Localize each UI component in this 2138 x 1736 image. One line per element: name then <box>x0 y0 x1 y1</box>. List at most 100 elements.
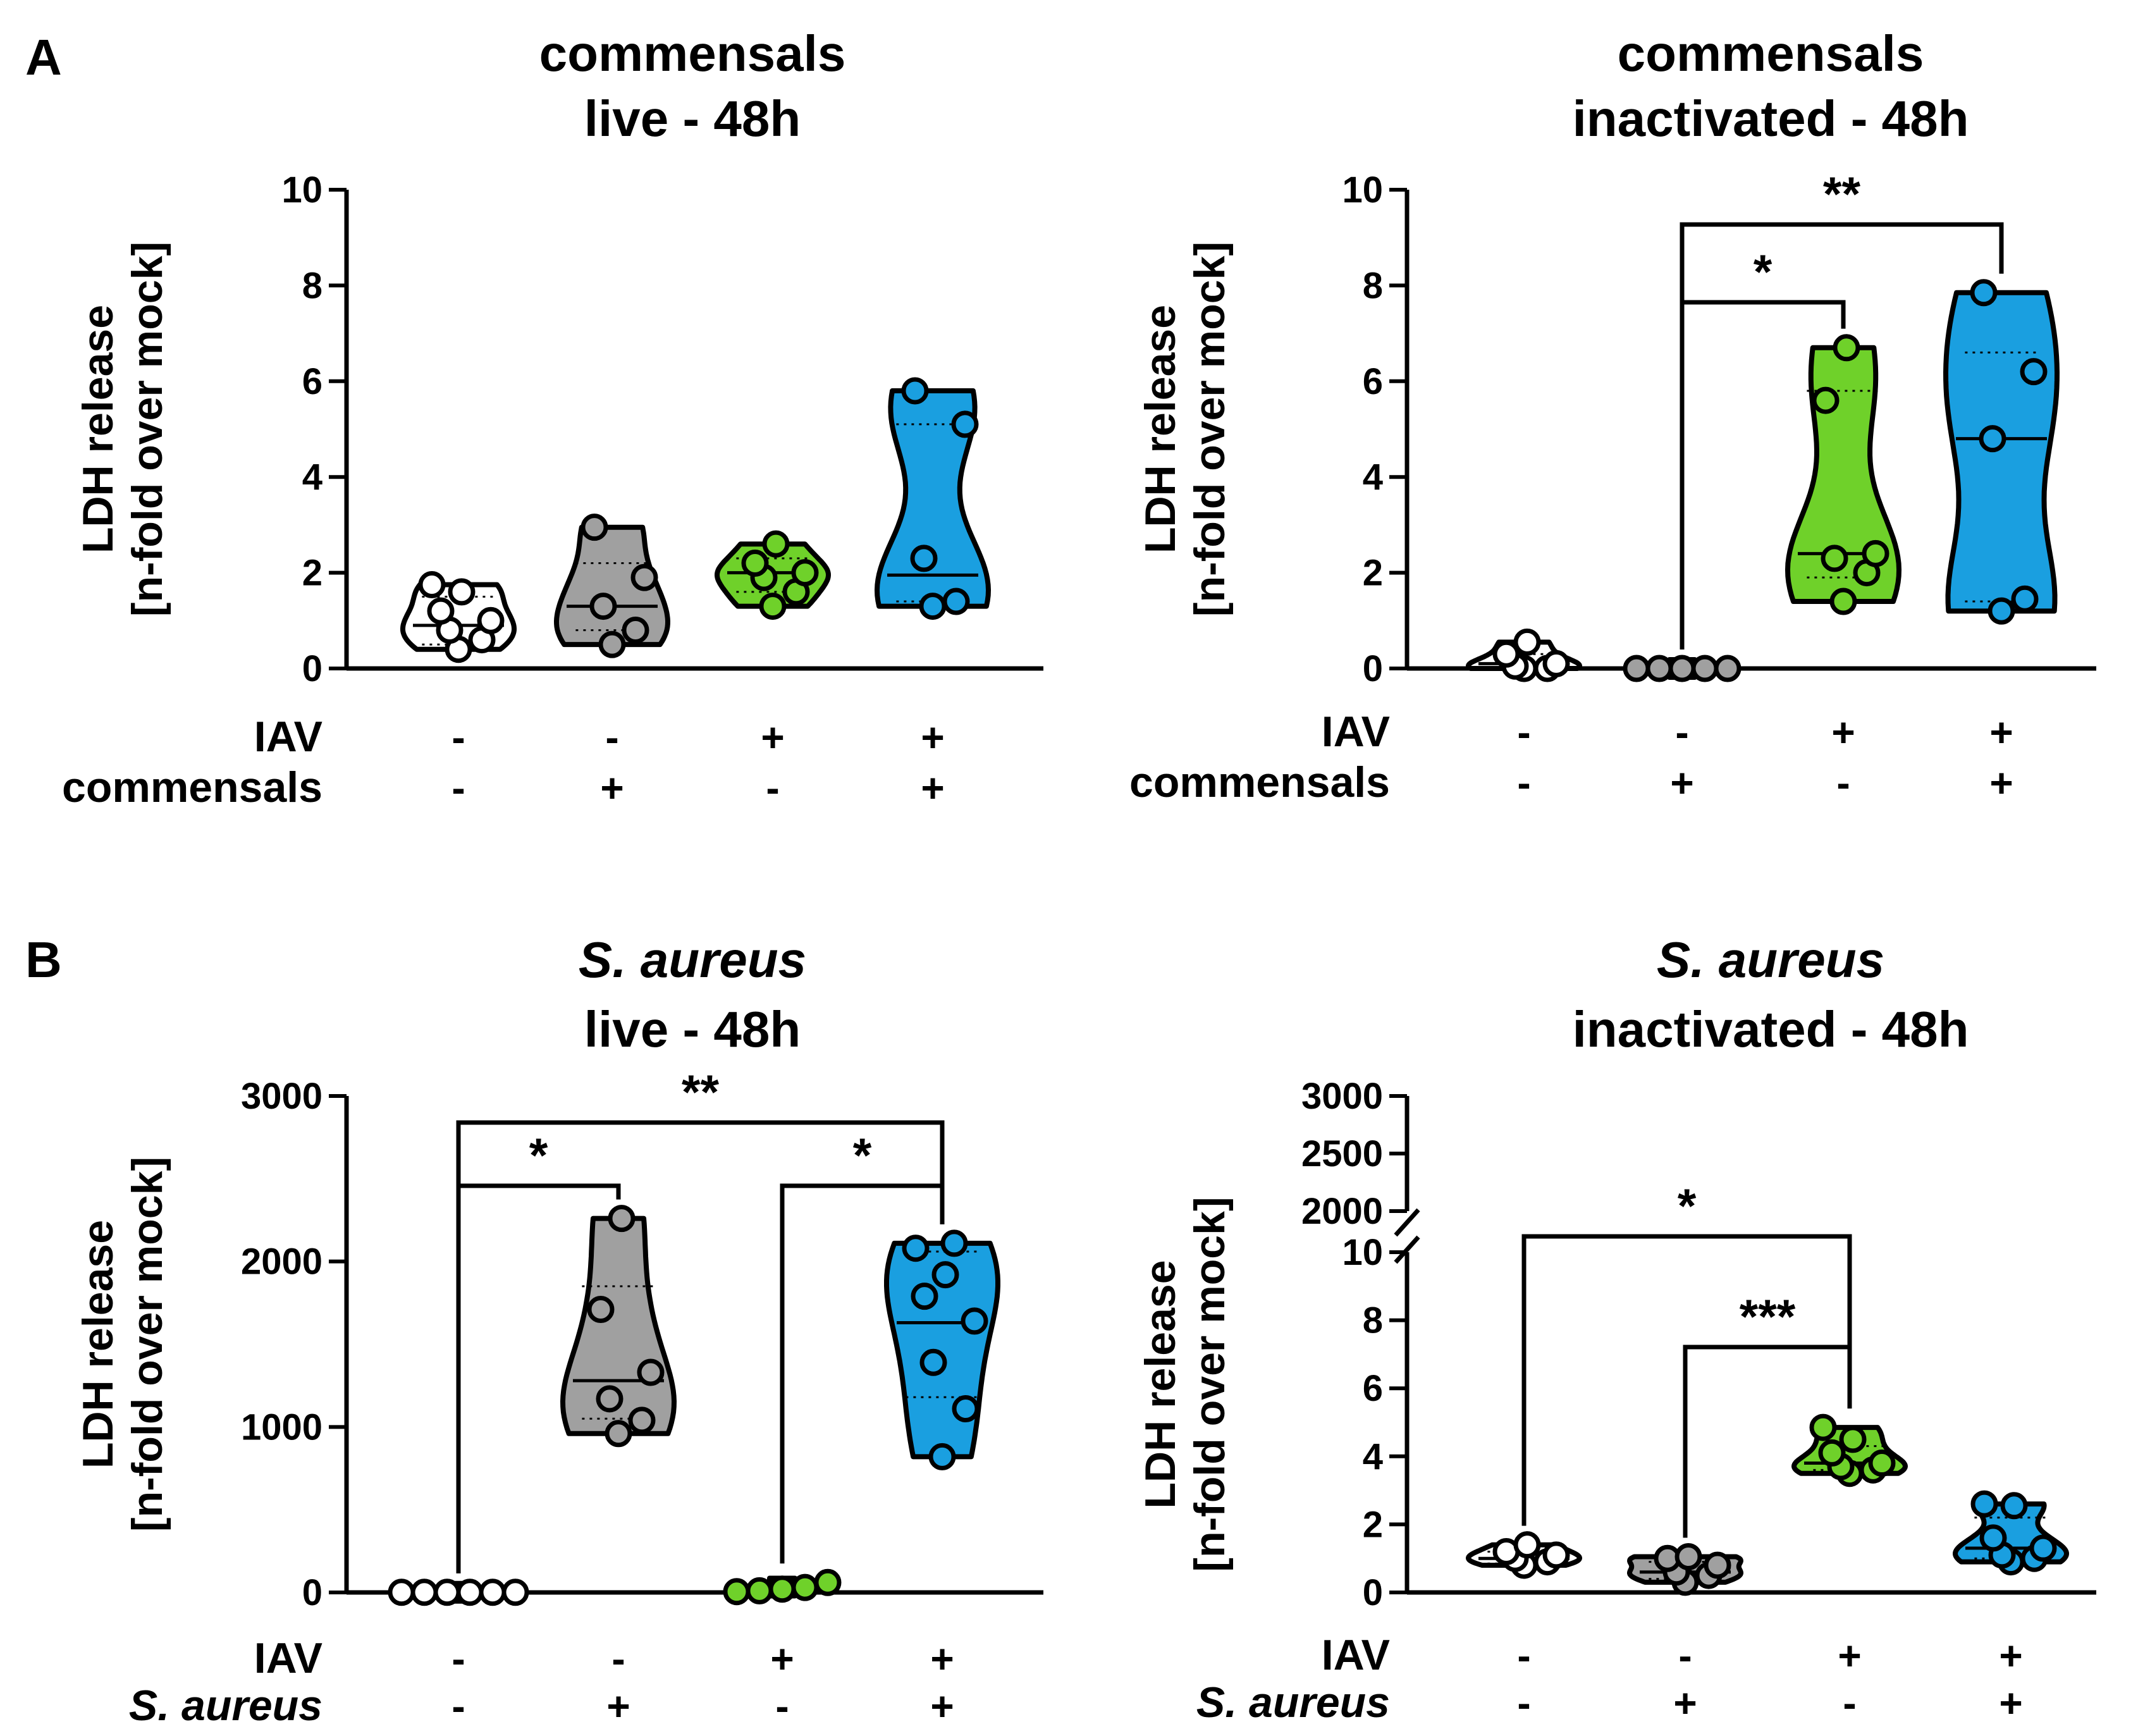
data-point <box>622 616 649 644</box>
y-tick-label: 1000 <box>241 1407 323 1448</box>
bacteria-sign: + <box>921 765 944 811</box>
chart-0: commensals live - 48h LDH release [n-fold o… <box>62 25 1043 811</box>
data-point <box>919 1348 947 1376</box>
data-point <box>1821 545 1848 572</box>
row-label-bacteria: commensals <box>1129 758 1390 806</box>
data-point <box>1668 655 1696 682</box>
y-tick-label: 2000 <box>241 1241 323 1283</box>
data-point <box>762 530 790 558</box>
data-point <box>791 1573 819 1601</box>
data-point <box>723 1578 751 1606</box>
iav-sign: + <box>1831 710 1855 755</box>
violin-both <box>1943 290 2060 614</box>
data-point <box>1812 386 1840 414</box>
chart-title-line-2: inactivated - 48h <box>1573 90 1969 147</box>
y-tick-label: 0 <box>302 1572 323 1613</box>
data-point <box>911 1283 938 1310</box>
y-tick-label: 4 <box>1363 457 1383 498</box>
data-point <box>1839 1425 1867 1453</box>
data-point <box>768 1575 796 1603</box>
data-point <box>2020 358 2048 386</box>
significance-bracket <box>456 1120 945 1573</box>
bacteria-sign: - <box>1836 760 1850 806</box>
chart-title-line-1: S. aureus <box>1657 932 1884 988</box>
bacteria-sign: - <box>1843 1680 1856 1726</box>
y-tick-label: 0 <box>302 648 323 689</box>
iav-sign: - <box>1517 710 1530 755</box>
violin-both <box>875 388 991 609</box>
data-point <box>1542 1541 1570 1569</box>
iav-sign: - <box>452 715 465 760</box>
data-point <box>1714 655 1742 682</box>
y-tick-label-upper: 2500 <box>1301 1133 1383 1174</box>
data-point <box>1704 1551 1731 1579</box>
data-point <box>746 1577 773 1604</box>
chart-2: S. aureus live - 48h LDH release [n-fold ov… <box>74 932 1043 1730</box>
y-axis-label-line-1: LDH release <box>1136 305 1184 553</box>
significance-bracket <box>1680 222 2004 649</box>
data-point <box>1829 588 1857 615</box>
data-point <box>791 559 819 587</box>
iav-sign: + <box>1999 1633 2022 1678</box>
iav-sign: + <box>930 1636 954 1682</box>
data-point <box>596 1385 624 1413</box>
iav-sign: + <box>1838 1633 1861 1678</box>
significance-bracket <box>1521 1234 1852 1526</box>
data-point <box>1513 1531 1541 1559</box>
chart-3: S. aureus inactivated - 48h LDH release [n-… <box>1136 932 2096 1727</box>
data-point <box>501 1579 529 1606</box>
data-point <box>759 593 787 620</box>
data-point <box>942 588 970 615</box>
iav-sign: - <box>452 1636 465 1682</box>
iav-sign: - <box>605 715 618 760</box>
iav-sign: + <box>761 715 784 760</box>
data-point <box>928 1443 956 1470</box>
row-label-iav: IAV <box>1322 1631 1390 1679</box>
data-point <box>814 1568 842 1596</box>
panel-letter-a: A <box>25 29 62 85</box>
data-point <box>2029 1534 2057 1562</box>
panel-letter-b: B <box>25 932 62 988</box>
bacteria-sign: - <box>452 1684 465 1729</box>
data-point <box>1868 1450 1896 1477</box>
data-point <box>448 578 476 606</box>
significance-label: ** <box>1823 168 1861 221</box>
y-axis-label-line-2: [n-fold over mock] <box>123 1157 171 1532</box>
axis-break-mark <box>1394 1235 1420 1264</box>
y-tick-label: 6 <box>1363 1368 1383 1409</box>
y-tick-label: 4 <box>302 457 323 498</box>
y-axis-label-line-1: LDH release <box>74 305 122 553</box>
y-tick-label: 10 <box>1342 1232 1383 1273</box>
chart-title-line-2: live - 48h <box>584 1001 801 1057</box>
bacteria-sign: + <box>600 765 624 811</box>
data-point <box>605 1420 632 1448</box>
row-label-iav: IAV <box>254 713 323 761</box>
data-point <box>589 593 617 620</box>
data-point <box>608 1205 636 1233</box>
y-tick-label: 0 <box>1363 1572 1383 1613</box>
iav-sign: + <box>921 715 944 760</box>
y-tick-label: 0 <box>1363 648 1383 689</box>
bacteria-sign: - <box>766 765 779 811</box>
significance-label: * <box>1678 1179 1697 1233</box>
y-axis-label-line-2: [n-fold over mock] <box>123 242 171 617</box>
data-point <box>1979 1524 2007 1552</box>
data-point <box>2000 1492 2028 1520</box>
iav-sign: - <box>1675 710 1688 755</box>
chart-title-line-2: inactivated - 48h <box>1573 1001 1969 1057</box>
data-point <box>1691 655 1719 682</box>
row-label-bacteria: S. aureus <box>1196 1678 1390 1727</box>
data-point <box>1623 655 1650 682</box>
data-point <box>951 410 979 438</box>
y-tick-label: 2 <box>1363 553 1383 594</box>
chart-1: commensals inactivated - 48h LDH release [n… <box>1129 25 2096 806</box>
data-point <box>581 514 608 541</box>
y-tick-label: 4 <box>1363 1436 1383 1477</box>
data-point <box>940 1229 968 1257</box>
row-label-bacteria: commensals <box>62 763 323 811</box>
data-point <box>433 1579 461 1606</box>
bacteria-sign: - <box>452 765 465 811</box>
data-point <box>1862 539 1889 567</box>
y-tick-label-upper: 3000 <box>1301 1076 1383 1117</box>
